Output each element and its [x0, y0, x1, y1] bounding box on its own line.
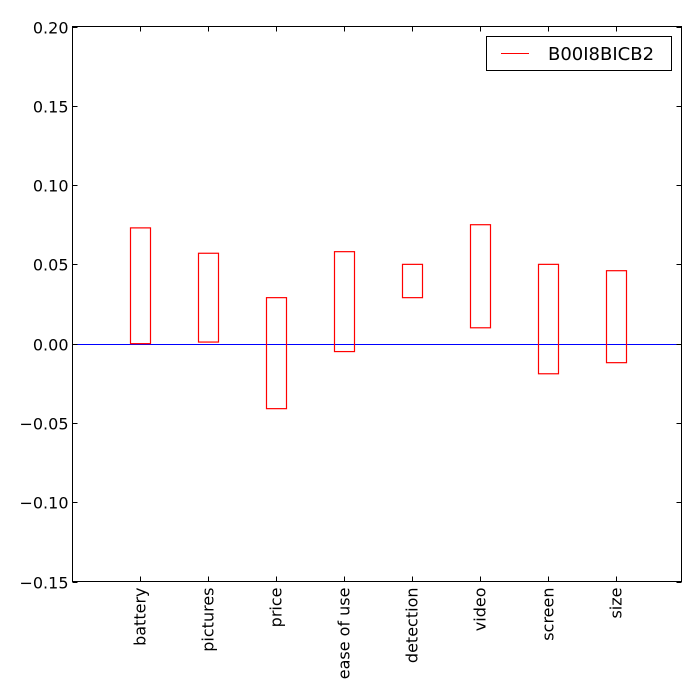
bar-price	[265, 297, 288, 410]
bar-size	[605, 270, 628, 364]
x-axis-ticks: battery pictures price ease of use detection…	[131, 26, 626, 680]
legend-label: B00I8BICB2	[548, 44, 654, 65]
plot-frame	[72, 26, 682, 582]
y-tick-label: −0.10	[19, 494, 68, 513]
x-tick-label: battery	[131, 588, 150, 646]
y-tick-label: −0.05	[19, 415, 68, 434]
bar-detection	[401, 263, 424, 299]
x-tick-label: detection	[403, 588, 422, 664]
legend: B00I8BICB2	[486, 36, 672, 71]
bar-battery	[129, 227, 152, 345]
bar-pictures	[197, 252, 220, 343]
bar-ease-of-use	[333, 251, 356, 353]
bar-video	[469, 224, 492, 329]
y-tick-label: −0.15	[19, 574, 68, 593]
x-tick-label: size	[607, 588, 626, 619]
y-tick-label: 0.10	[33, 177, 69, 196]
x-tick-label: ease of use	[335, 588, 354, 680]
x-tick-label: price	[267, 588, 286, 628]
bar-screen	[537, 263, 560, 375]
plot-area: 0.20 0.15 0.10 0.05 0.00 −0.05 −0.10 −0.15 batt…	[19, 19, 682, 680]
x-tick-label: video	[471, 588, 490, 632]
x-tick-label: screen	[539, 588, 558, 641]
y-tick-label: 0.20	[33, 19, 69, 38]
y-tick-label: 0.05	[33, 256, 69, 275]
x-tick-label: pictures	[199, 588, 218, 652]
y-axis-ticks: 0.20 0.15 0.10 0.05 0.00 −0.05 −0.10 −0.15	[19, 19, 682, 593]
bar-series	[129, 224, 628, 410]
y-tick-label: 0.00	[33, 336, 69, 355]
y-tick-label: 0.15	[33, 98, 69, 117]
